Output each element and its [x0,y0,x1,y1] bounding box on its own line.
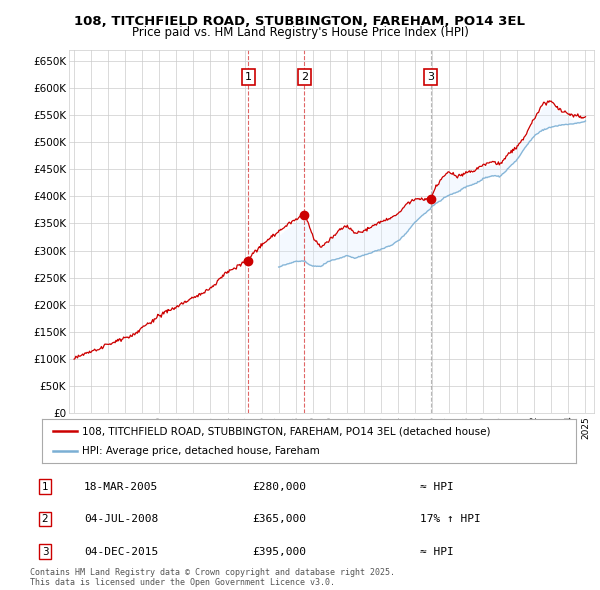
Text: 2: 2 [301,72,308,82]
Text: 18-MAR-2005: 18-MAR-2005 [84,482,158,491]
Text: Contains HM Land Registry data © Crown copyright and database right 2025.
This d: Contains HM Land Registry data © Crown c… [30,568,395,587]
Text: 2: 2 [41,514,49,524]
Text: £365,000: £365,000 [252,514,306,524]
Text: 1: 1 [41,482,49,491]
Text: £280,000: £280,000 [252,482,306,491]
Text: 17% ↑ HPI: 17% ↑ HPI [420,514,481,524]
Text: 108, TITCHFIELD ROAD, STUBBINGTON, FAREHAM, PO14 3EL (detached house): 108, TITCHFIELD ROAD, STUBBINGTON, FAREH… [82,427,491,436]
Text: £395,000: £395,000 [252,547,306,556]
Text: 108, TITCHFIELD ROAD, STUBBINGTON, FAREHAM, PO14 3EL: 108, TITCHFIELD ROAD, STUBBINGTON, FAREH… [74,15,526,28]
Text: 3: 3 [41,547,49,556]
Text: ≈ HPI: ≈ HPI [420,482,454,491]
Text: 04-DEC-2015: 04-DEC-2015 [84,547,158,556]
Text: 3: 3 [427,72,434,82]
Text: Price paid vs. HM Land Registry's House Price Index (HPI): Price paid vs. HM Land Registry's House … [131,26,469,39]
Text: HPI: Average price, detached house, Fareham: HPI: Average price, detached house, Fare… [82,446,320,455]
Text: ≈ HPI: ≈ HPI [420,547,454,556]
Text: 1: 1 [245,72,251,82]
Text: 04-JUL-2008: 04-JUL-2008 [84,514,158,524]
